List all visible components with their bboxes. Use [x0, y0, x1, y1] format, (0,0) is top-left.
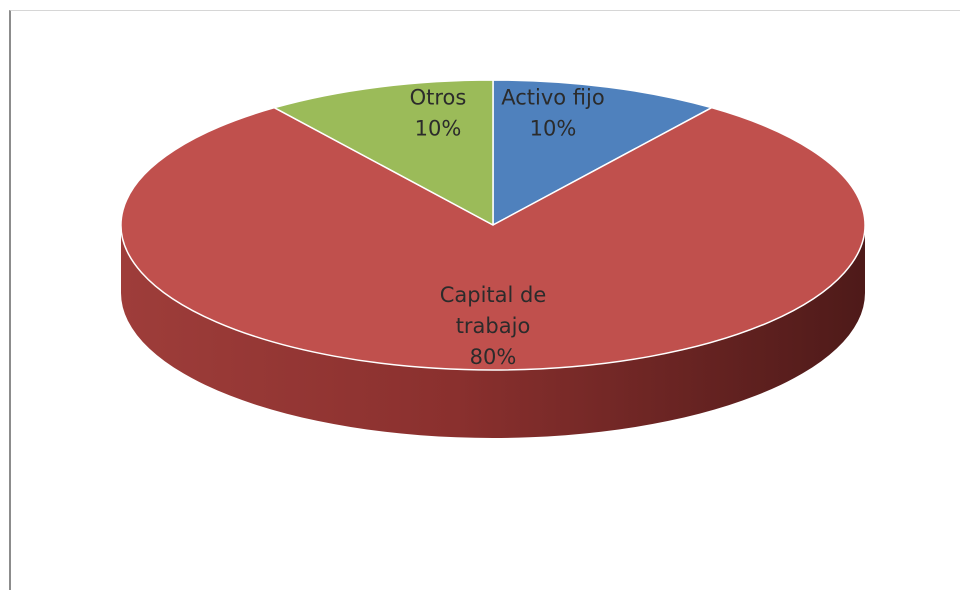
data-label-activo-fijo: Activo fijo 10% [501, 86, 604, 141]
pie-slice-capital-de-trabajo [120, 106, 866, 371]
pie-slice-activo-fijo [492, 79, 713, 226]
data-label-capital-de-trabajo: Capital de trabajo 80% [440, 283, 547, 369]
data-label-otros: Otros 10% [410, 86, 467, 141]
pie-side-capital-de-trabajo [121, 225, 865, 438]
pie-slice-otros [273, 79, 494, 226]
chart-frame [9, 10, 960, 590]
